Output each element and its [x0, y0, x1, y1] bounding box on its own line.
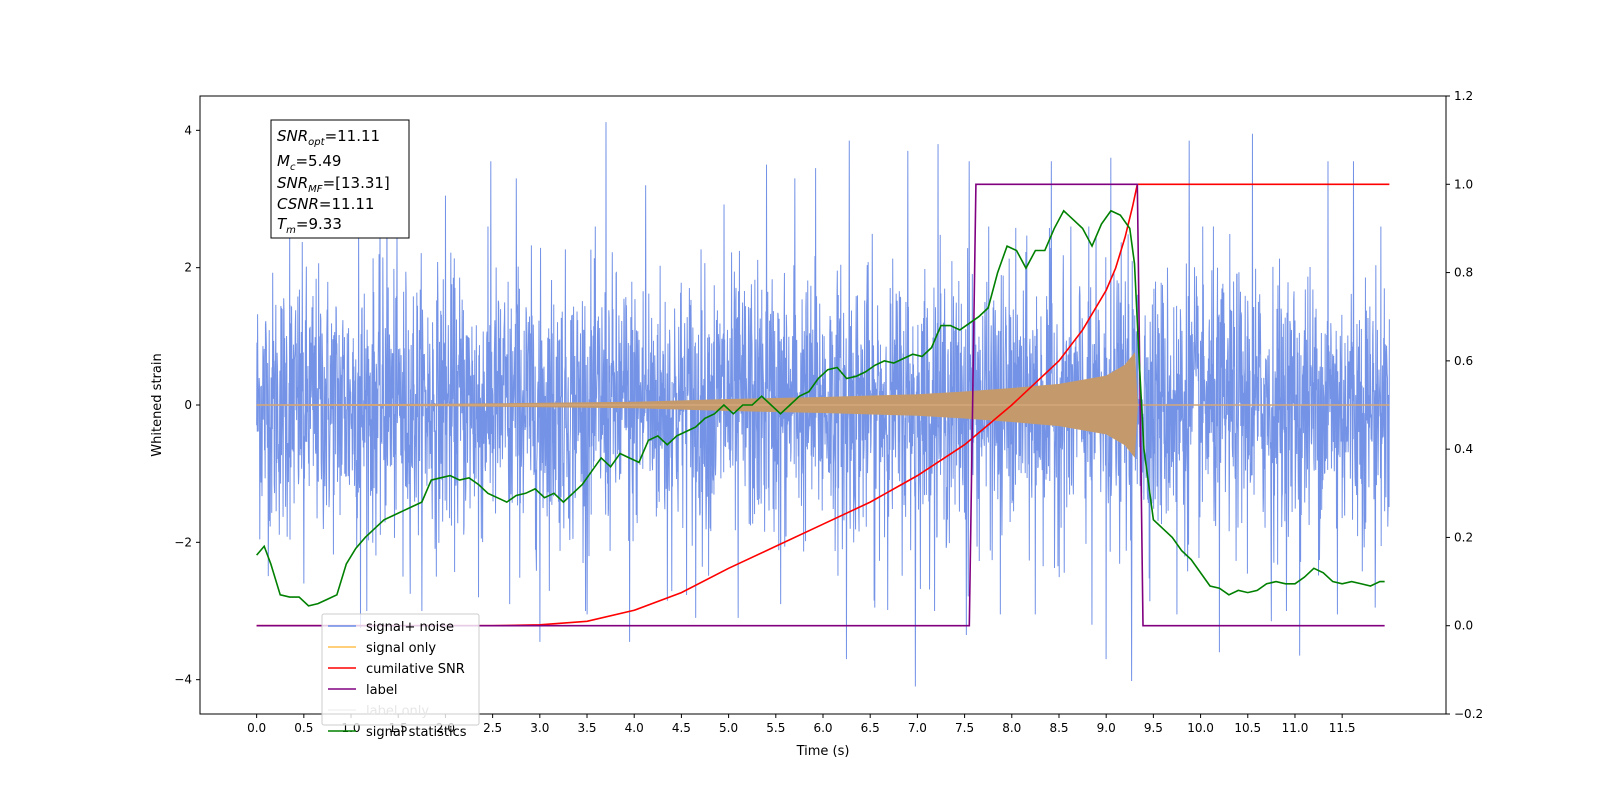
y-tick-label: 0: [184, 398, 192, 412]
legend-frame: [321, 613, 480, 726]
info-tm-value: =9.33: [296, 215, 342, 233]
series-layer: [256, 122, 1390, 687]
x-tick-label: 6.0: [813, 721, 832, 735]
info-tm: Tm=9.33: [277, 215, 342, 236]
info-box-frame: [270, 119, 410, 239]
x-tick-label: 8.0: [1002, 721, 1021, 735]
x-tick-label: 6.5: [861, 721, 880, 735]
series-cumulative-snr-line: [256, 183, 1390, 627]
x-tick-label: 8.5: [1049, 721, 1068, 735]
legend-label: signal statistics: [366, 725, 467, 740]
y-axis-left: −4 −2 0 2 4: [174, 123, 200, 687]
info-csnr-value: =11.11: [319, 195, 375, 213]
info-snr-mf-value: =[13.31]: [323, 174, 390, 192]
y2-tick-label: 0.6: [1454, 354, 1473, 368]
info-snr-opt-base: SNR: [277, 127, 308, 145]
info-mc-base: M: [277, 152, 290, 170]
info-mc-sub: c: [290, 162, 296, 173]
x-tick-label: 4.5: [672, 721, 691, 735]
x-tick-label: 5.0: [719, 721, 738, 735]
x-tick-label: 11.5: [1329, 721, 1356, 735]
legend-label: cumilative SNR: [366, 662, 465, 677]
info-box: SNRopt=11.11 Mc=5.49 SNRMF=[13.31] CSNR=…: [270, 119, 410, 239]
x-tick-label: 9.0: [1097, 721, 1116, 735]
legend-label: signal only: [366, 641, 436, 656]
series-signal-noise-line: [256, 122, 1390, 687]
x-axis-label: Time (s): [796, 744, 850, 759]
info-snr-mf: SNRMF=[13.31]: [277, 174, 390, 195]
y-tick-label: 2: [184, 261, 192, 275]
info-mc-value: =5.49: [295, 152, 341, 170]
legend-label: label only: [366, 704, 429, 719]
x-tick-label: 0.0: [247, 721, 266, 735]
y2-tick-label: 0.2: [1454, 530, 1473, 544]
y-tick-label: 4: [184, 123, 192, 137]
info-tm-sub: m: [286, 225, 296, 236]
y2-tick-label: −0.2: [1454, 707, 1483, 721]
x-tick-label: 4.0: [625, 721, 644, 735]
x-axis: 0.0 0.5 1.0 1.5 2.0 2.5 3.0 3.5 4.0 4.5 5.0 5.5 6.0 6…: [247, 714, 1356, 735]
info-csnr: CSNR=11.11: [277, 195, 374, 213]
y-axis-right: −0.2 0.0 0.2 0.4 0.6 0.8 1.0 1.2: [1446, 89, 1483, 721]
y2-tick-label: 1.0: [1454, 177, 1473, 191]
y2-tick-label: 0.8: [1454, 266, 1473, 280]
info-snr-mf-base: SNR: [277, 174, 308, 192]
y-tick-label: −2: [174, 535, 192, 549]
x-tick-label: 3.5: [577, 721, 596, 735]
info-mc: Mc=5.49: [277, 152, 341, 173]
y2-tick-label: 0.0: [1454, 619, 1473, 633]
y-tick-label: −4: [174, 673, 192, 687]
x-tick-label: 9.5: [1144, 721, 1163, 735]
info-snr-opt: SNRopt=11.11: [277, 127, 380, 148]
x-tick-label: 0.5: [294, 721, 313, 735]
info-snr-opt-value: =11.11: [325, 127, 381, 145]
x-tick-label: 7.0: [908, 721, 927, 735]
x-tick-label: 5.5: [766, 721, 785, 735]
x-tick-label: 10.0: [1187, 721, 1214, 735]
legend-label: signal+ noise: [366, 620, 454, 635]
info-snr-opt-sub: opt: [308, 137, 325, 148]
legend-label: label: [366, 683, 397, 698]
y-axis-label: Whitened strain: [150, 353, 165, 456]
legend: signal+ noise signal only cumilative SNR la…: [321, 613, 480, 740]
series-label-line: [256, 183, 1385, 627]
y2-tick-label: 0.4: [1454, 442, 1473, 456]
x-tick-label: 7.5: [955, 721, 974, 735]
x-tick-label: 11.0: [1282, 721, 1309, 735]
y2-tick-label: 1.2: [1454, 89, 1473, 103]
x-tick-label: 3.0: [530, 721, 549, 735]
info-csnr-base: CSNR: [277, 195, 319, 213]
info-snr-mf-sub: MF: [308, 184, 323, 195]
info-tm-base: T: [277, 215, 288, 233]
series-signal-statistics-line: [256, 209, 1385, 607]
x-tick-label: 10.5: [1234, 721, 1261, 735]
x-tick-label: 2.5: [483, 721, 502, 735]
